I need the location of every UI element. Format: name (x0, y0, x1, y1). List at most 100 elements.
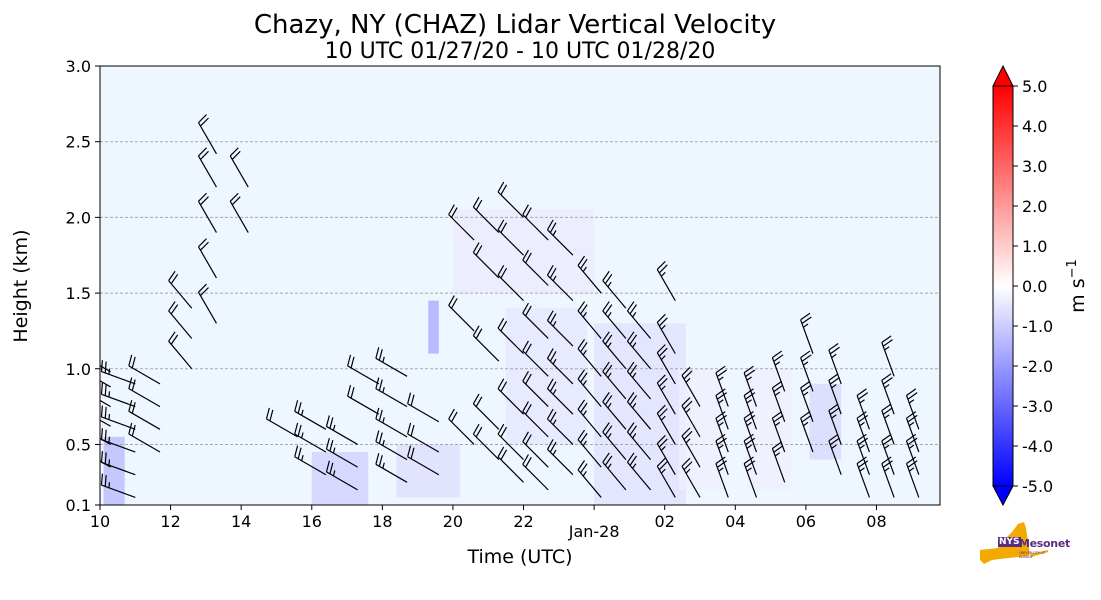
colorbar-tick-label: -2.0 (1022, 357, 1053, 376)
wind-barb (128, 422, 161, 453)
wind-barb (294, 400, 327, 430)
x-tick-label: 16 (302, 512, 322, 531)
chart-title: Chazy, NY (CHAZ) Lidar Vertical Velocity (254, 10, 776, 40)
x-tick-label: 18 (372, 512, 392, 531)
wind-barb (577, 301, 602, 339)
wind-barb (497, 219, 524, 256)
wind-barb (800, 350, 814, 392)
logo-badge: NYS (998, 537, 1021, 547)
wind-barb (743, 433, 758, 475)
wind-barb (602, 270, 627, 309)
wind-barb (497, 264, 524, 302)
wind-barb (743, 411, 758, 453)
x-tick-label: 02 (655, 512, 675, 531)
wind-barb (497, 317, 524, 355)
wind-barb (656, 457, 676, 498)
wind-barb (681, 397, 701, 438)
colorbar-tick-label: 3.0 (1022, 157, 1047, 176)
wind-barb (100, 380, 111, 388)
wind-barb (375, 453, 408, 483)
wind-barb (577, 460, 602, 498)
wind-barb (100, 405, 136, 430)
colorbar: 5.0 4.0 3.0 2.0 1.0 0.0 -1.0 -2.0 -3.0 -4.0 -5.0 m… (992, 64, 1089, 507)
wind-barb (743, 456, 758, 498)
wind-barb (546, 310, 574, 347)
wind-barb (265, 407, 298, 438)
wind-barb (577, 429, 602, 468)
wind-barb (828, 373, 842, 415)
wind-barb (800, 312, 814, 354)
logo-text: Mesonet (1019, 537, 1070, 550)
wind-barb (546, 219, 574, 256)
logo-subtext: UNIVERSITY AT ALBANY (1019, 551, 1046, 559)
wind-barb (294, 422, 327, 453)
wind-barb (448, 295, 475, 332)
wind-barb (497, 446, 524, 483)
wind-barbs (100, 114, 920, 498)
wind-barb (522, 302, 549, 339)
wind-barb (100, 473, 136, 498)
wind-barb (229, 147, 249, 188)
velocity-region (594, 323, 686, 505)
wind-barb (100, 419, 111, 427)
wind-barb (681, 366, 701, 407)
wind-barb (771, 380, 786, 422)
colorbar-tick-label: 4.0 (1022, 117, 1047, 136)
colorbar-tick-label: -1.0 (1022, 317, 1053, 336)
wind-barb (100, 399, 111, 408)
velocity-region (452, 209, 595, 294)
wind-barb (800, 380, 814, 422)
wind-barb (715, 433, 729, 475)
wind-barb (407, 392, 440, 423)
wind-barb (168, 270, 193, 309)
wind-barb (522, 401, 549, 438)
wind-barb (497, 423, 524, 461)
wind-barb (681, 427, 701, 468)
wind-barb (856, 411, 870, 453)
wind-barb (128, 400, 161, 430)
wind-barb (325, 460, 358, 491)
wind-barb (448, 204, 475, 241)
x-axis-label: Time (UTC) (466, 546, 572, 568)
wind-barb (168, 331, 193, 370)
colorbar-gradient (992, 85, 1014, 487)
wind-barb (100, 428, 136, 453)
wind-barb (905, 433, 920, 475)
y-tick-label: 0.5 (66, 435, 91, 454)
wind-barb (522, 249, 549, 286)
colorbar-tick-label: 2.0 (1022, 197, 1047, 216)
wind-barb (626, 422, 652, 460)
colorbar-min-extend (992, 485, 1014, 507)
wind-barb (577, 255, 602, 294)
wind-barb (881, 456, 895, 498)
wind-barb (100, 382, 136, 408)
wind-barb (828, 433, 842, 475)
wind-barb (325, 437, 358, 468)
wind-barb (472, 196, 500, 233)
wind-barb (448, 408, 475, 445)
wind-barb (656, 260, 676, 301)
wind-barb (522, 454, 549, 491)
wind-barb (229, 192, 249, 233)
wind-barb (743, 365, 758, 407)
colorbar-tick-label: 0.0 (1022, 277, 1047, 296)
wind-barb (715, 411, 729, 453)
x-tick-label: Jan-28 (568, 522, 620, 541)
wind-barb (472, 325, 500, 362)
y-axis: 0.1 0.5 1.0 1.5 2.0 2.5 3.0 (66, 57, 100, 515)
wind-barb (197, 283, 217, 324)
wind-barb (743, 388, 758, 430)
wind-barb (522, 370, 549, 408)
wind-barb (577, 399, 602, 438)
wind-barb (881, 373, 895, 415)
wind-barb (656, 435, 676, 476)
x-tick-label: 20 (443, 512, 463, 531)
wind-barb (375, 430, 408, 461)
wind-barb (602, 392, 627, 430)
wind-barb (577, 339, 602, 377)
wind-barb (656, 404, 676, 445)
wind-barb (602, 452, 627, 491)
wind-barb (626, 361, 652, 400)
wind-barb (522, 340, 549, 377)
